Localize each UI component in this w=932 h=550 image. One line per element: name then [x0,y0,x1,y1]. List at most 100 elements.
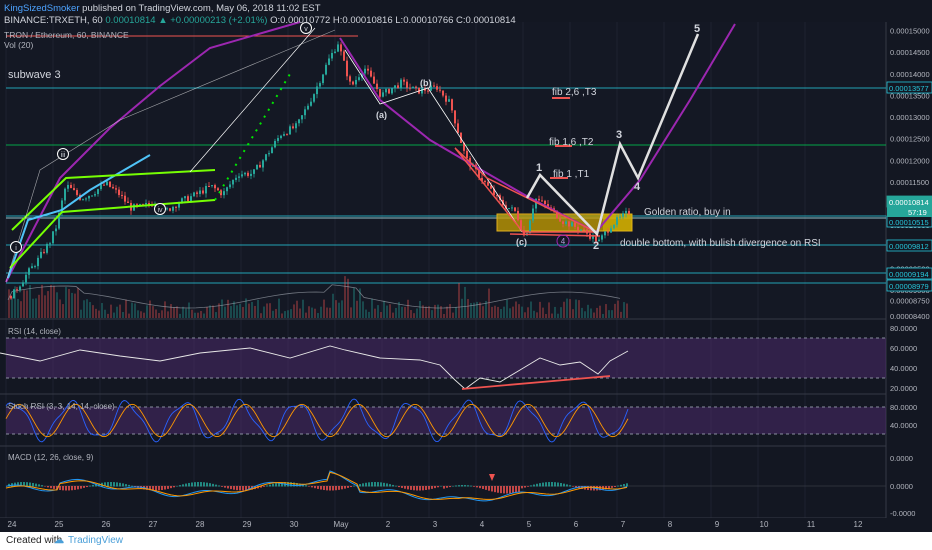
macd-histogram-bar [59,486,61,491]
time-tick-label: 5 [527,520,532,529]
macd-histogram-bar [416,486,418,491]
candle-body [541,200,543,202]
macd-histogram-bar [407,486,409,490]
candle-body [619,216,621,218]
macd-histogram-bar [263,486,265,487]
volume-bar [608,310,610,318]
candle-body [388,89,390,94]
tradingview-logo-icon[interactable]: ☁ [54,535,64,546]
volume-bar [566,298,568,318]
volume-bar [92,305,94,318]
volume-bar [386,305,388,318]
volume-bar [14,286,16,318]
candle-body [430,85,432,91]
volume-bar [101,303,103,318]
volume-bar [260,313,262,318]
volume-bar [299,308,301,318]
fib-t1-label: fib 1 ,T1 [553,169,590,180]
macd-histogram-bar [575,486,577,488]
macd-histogram-bar [323,486,325,491]
volume-bar [239,303,241,318]
volume-bar [542,307,544,318]
symbol-label[interactable]: BINANCE:TRXETH, 60 [4,15,103,26]
candle-body [607,231,609,233]
macd-histogram-bar [155,486,157,491]
macd-histogram-bar [71,486,73,491]
volume-bar [293,304,295,318]
tradingview-brand[interactable]: TradingView [68,535,124,546]
macd-histogram-bar [236,486,238,491]
wave-circle [300,22,312,34]
candle-body [367,68,369,71]
wave-4-circle [556,234,570,248]
candle-body [97,189,99,195]
volume-bar [257,299,259,318]
macd-histogram-bar [362,483,364,487]
candle-body [109,181,111,187]
candle-body [205,186,207,194]
wave-circle [10,241,22,253]
volume-bar [515,301,517,318]
volume-bar [365,309,367,318]
volume-bar [323,299,325,318]
macd-histogram-bar [353,485,355,487]
fib-t3-label: fib 2,6 ,T3 [552,87,597,98]
candle-body [283,134,285,136]
candle-body [103,184,105,186]
macd-histogram-bar [386,483,388,487]
volume-bar [533,310,535,318]
wave-3-label: 3 [616,129,622,141]
volume-bar [527,307,529,318]
macd-histogram-bar [80,486,82,489]
candle-body [211,185,213,187]
rsi-title: RSI (14, close) [8,327,61,336]
time-tick-label: 27 [149,520,158,529]
price-pane-bg [6,22,886,318]
green-dotted-projection [214,73,291,201]
candle-body [535,198,537,209]
macd-histogram-bar [269,484,271,487]
macd-histogram-bar [302,484,304,487]
candle-body [481,177,483,181]
macd-histogram-bar [548,482,550,487]
macd-histogram-bar [455,485,457,487]
candle-body [442,90,444,96]
macd-histogram-bar [53,486,55,489]
volume-bar [341,300,343,318]
candle-body [409,87,411,89]
candle-body [61,200,63,213]
volume-bar [230,306,232,318]
volume-bar [500,309,502,318]
macd-histogram-bar [89,485,91,487]
macd-histogram-bar [428,486,430,490]
macd-histogram-bar [506,486,508,494]
author-link[interactable]: KingSizedSmoker [4,3,80,14]
candle-body [10,295,12,299]
volume-bar [590,308,592,318]
candle-body [511,207,513,209]
candle-body [70,184,72,189]
volume-bar [560,307,562,318]
volume-bar [344,276,346,318]
volume-bar [317,313,319,318]
macd-histogram-bar [158,486,160,491]
macd-histogram-bar [305,485,307,487]
candle-body [73,188,75,191]
price-tick-label: 0.00008750 [890,297,930,306]
macd-histogram-bar [614,486,616,487]
subwave-label: subwave 3 [8,69,61,81]
volume-bar [425,306,427,318]
macd-histogram-bar [290,482,292,487]
candle-body [622,213,624,217]
volume-bar [266,303,268,318]
candle-body [514,207,516,211]
time-tick-label: 7 [621,520,626,529]
macd-histogram-bar [182,484,184,487]
candle-body [325,64,327,75]
candle-body [364,68,366,74]
candle-body [16,289,18,291]
macd-marker-arrow [489,474,495,481]
candle-body [19,286,21,291]
macd-histogram-bar [350,486,352,488]
